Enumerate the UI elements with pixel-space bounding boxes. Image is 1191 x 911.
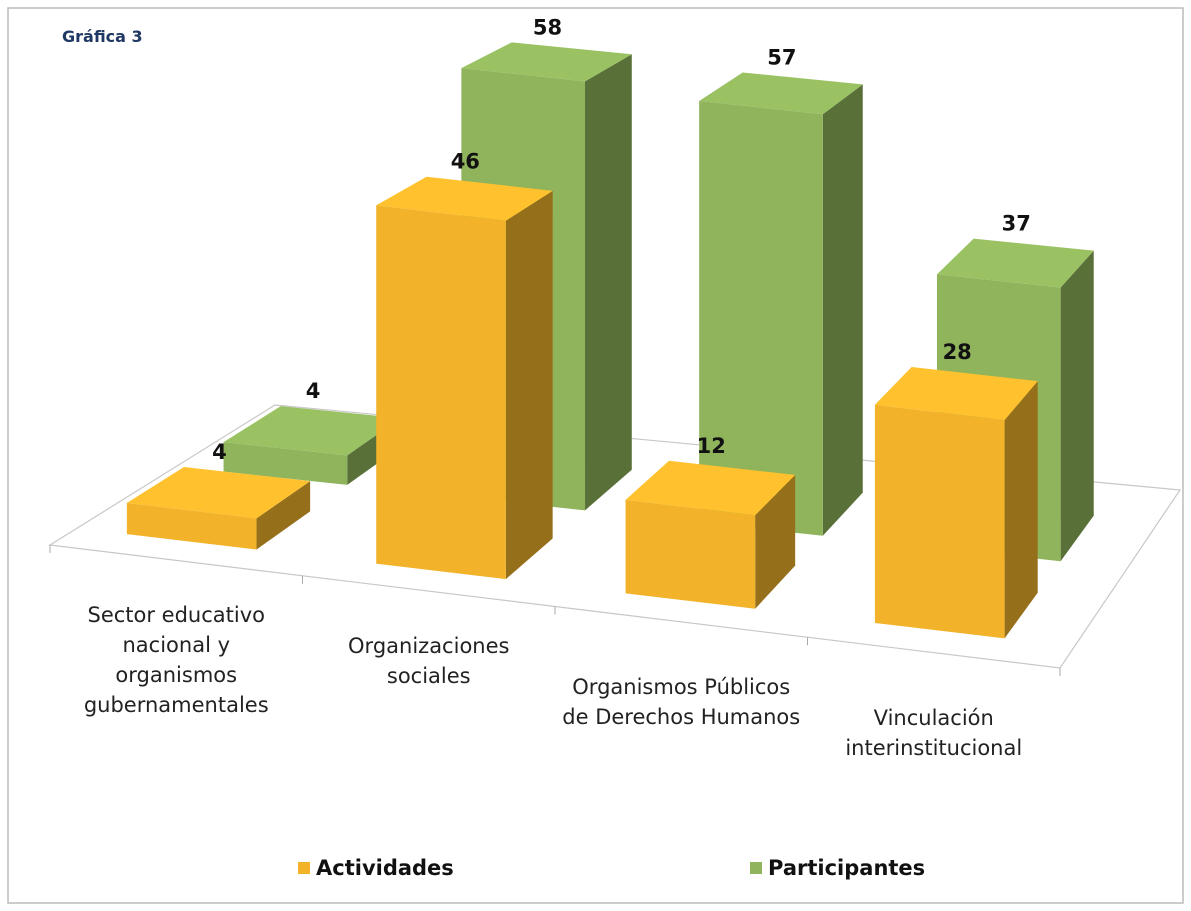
value-label: 37	[1002, 212, 1031, 236]
bar-side	[256, 481, 311, 550]
value-label: 4	[306, 379, 321, 403]
bar-top	[223, 406, 401, 456]
legend-label: Participantes	[768, 856, 925, 880]
chart-title: Gráfica 3	[62, 27, 143, 46]
bar-top	[936, 238, 1094, 288]
bar-front	[874, 404, 1005, 639]
floor	[48, 404, 1182, 669]
bar-side	[822, 84, 863, 536]
value-label: 57	[767, 45, 796, 69]
bar-top	[126, 466, 311, 519]
x-tick-label: Sector educativo nacional y organismos g…	[83, 603, 269, 718]
bar-front	[376, 205, 506, 580]
bar-top	[625, 460, 796, 516]
value-label: 28	[943, 340, 972, 364]
bar	[223, 406, 401, 485]
bar	[126, 466, 311, 550]
bar-front	[699, 100, 823, 536]
bar-side	[1004, 381, 1038, 639]
bar-top	[874, 367, 1038, 421]
bar	[625, 460, 796, 609]
legend-swatch	[298, 862, 310, 874]
value-label: 4	[212, 440, 227, 464]
bar	[376, 176, 553, 580]
x-tick-label: Organizaciones sociales	[348, 634, 510, 689]
bar	[874, 367, 1038, 639]
x-tick-label: Organismos Públicos de Derechos Humanos	[562, 674, 801, 729]
legend-label: Actividades	[316, 856, 454, 880]
value-label: 58	[533, 15, 562, 39]
bar-top	[461, 42, 632, 82]
value-label: 46	[451, 150, 480, 174]
bar-side	[585, 54, 632, 511]
bar-front	[223, 442, 348, 485]
bar-side	[505, 190, 553, 580]
bar-front	[625, 499, 756, 609]
value-label: 12	[697, 434, 726, 458]
bar-top	[699, 72, 863, 115]
bar-top	[376, 176, 553, 221]
bar-side	[755, 474, 796, 609]
x-tick-label: Vinculación interinstitucional	[845, 705, 1023, 760]
bar-front	[126, 502, 257, 550]
bar-side	[1060, 250, 1094, 562]
legend-swatch	[750, 862, 762, 874]
bar	[699, 72, 863, 536]
